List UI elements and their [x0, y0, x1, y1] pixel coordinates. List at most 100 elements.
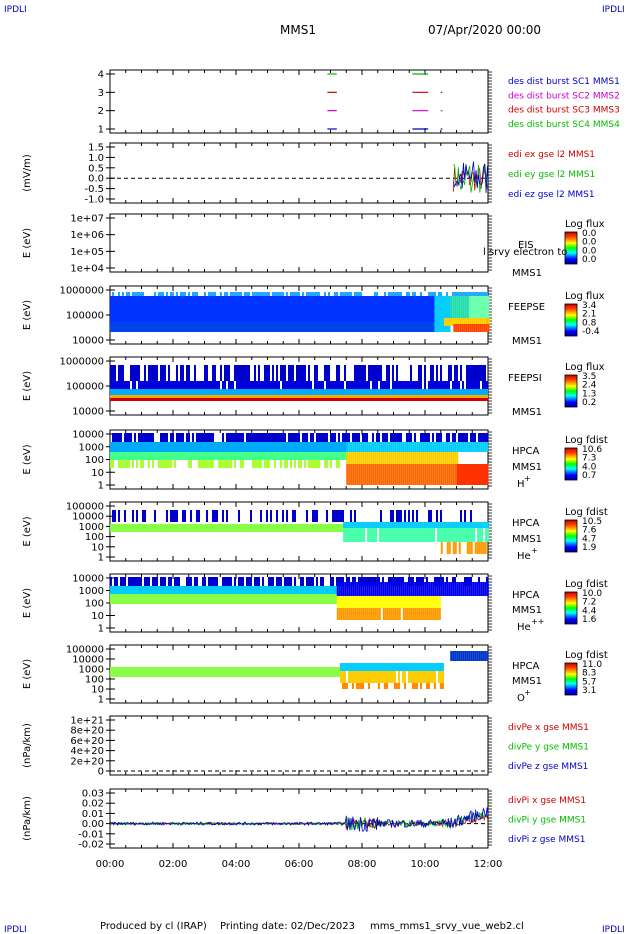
feepse-cell [170, 292, 172, 296]
feepsi-cell [236, 398, 238, 401]
hpca-h-cell [182, 452, 184, 460]
feepse-cell [290, 292, 292, 296]
hpca-h-cell [342, 452, 344, 460]
feepsi-cell [246, 381, 248, 389]
hpca-h-cell [400, 464, 403, 485]
feepsi-cell [322, 381, 324, 389]
feepsi-cell [392, 389, 394, 395]
hpca-h-cell [238, 442, 240, 452]
hpca-he-cell [385, 528, 388, 542]
feepse-cell [356, 322, 358, 332]
hpca-he-cell [250, 510, 252, 522]
hpca-hepp-cell [338, 577, 340, 586]
hpca-h-cell [174, 442, 176, 452]
hpca-hepp-cell [430, 608, 433, 620]
hpca-h-cell [268, 433, 270, 442]
hpca-he-cell [447, 522, 450, 528]
hpca-hepp-cell [224, 586, 226, 594]
feepse-cell [426, 322, 428, 332]
hpca-h-cell [194, 452, 196, 460]
feepsi-cell [446, 395, 448, 398]
eis-colorbar [564, 231, 578, 265]
hpca-hepp-cell [216, 577, 218, 586]
hpca-he-cell [166, 510, 168, 522]
feepse-cell [234, 322, 236, 332]
hpca-o-cell [286, 667, 288, 677]
feepsi-cell [412, 381, 414, 389]
hpca-o-cell [462, 651, 465, 661]
hpca-o-cell [357, 683, 360, 689]
hpca-h-cell [440, 433, 442, 442]
feepsi-cell [474, 365, 476, 381]
hpca-he-cell [212, 524, 214, 532]
hpca-h-colorbar [564, 447, 578, 481]
feepse-cell [336, 322, 338, 332]
hpca-h-ytick-label: 10000 [72, 430, 104, 441]
feepsi-cell [446, 389, 448, 395]
feepsi-cell [272, 381, 274, 389]
hpca-h-cell [284, 452, 286, 460]
hpca-o-cell [383, 671, 386, 683]
hpca-h-cell [404, 442, 407, 452]
hpca-hepp-cell [336, 596, 339, 608]
hpca-he-cell [373, 528, 376, 542]
feepse-cell [268, 322, 270, 332]
hpca-he-cell [266, 524, 268, 532]
feepsi-cell [318, 398, 320, 401]
hpca-h-cell [346, 442, 349, 452]
hpca-he-cell [433, 522, 436, 528]
feepsi-cell [260, 395, 262, 398]
hpca-h-cell [322, 452, 324, 460]
hpca-hepp-cell [356, 582, 359, 596]
hpca-he-cell [132, 524, 134, 532]
feepsi-cell [220, 395, 222, 398]
hpca-o-cell [371, 663, 374, 671]
feepse-cell [296, 322, 298, 332]
hpca-he-cell [367, 528, 370, 542]
feepsi-cell [314, 381, 316, 389]
hpca-hepp-cell [336, 577, 338, 586]
hpca-he-cell [312, 510, 314, 522]
hpca-hepp-cell [456, 582, 459, 596]
feepse-cell [278, 292, 280, 296]
feepsi-cell [184, 395, 186, 398]
hpca-h-cell [308, 442, 310, 452]
feepsi-cell [258, 389, 260, 395]
hpca-h-cell [152, 460, 154, 468]
feepse-cell [452, 292, 454, 296]
hpca-hepp-cell [350, 582, 353, 596]
hpca-hepp-cell [360, 577, 362, 586]
hpca-hepp-colorbar-tick: 4.4 [582, 606, 597, 616]
feepsi-cell [470, 365, 472, 381]
feepsi-cell [310, 381, 312, 389]
hpca-h-cell [370, 452, 373, 464]
hpca-hepp-cell [152, 594, 154, 604]
feepse-cell [473, 296, 476, 318]
feepse-cell [120, 296, 122, 322]
feepsi-cell [248, 381, 250, 389]
hpca-he-cell [256, 524, 258, 532]
hpca-o-cell [212, 667, 214, 677]
feepsi-cell [312, 389, 314, 395]
feepsi-cell [216, 389, 218, 395]
hpca-he-cell [168, 524, 170, 532]
feepsi-cell [298, 395, 300, 398]
hpca-he-cell [413, 528, 416, 542]
feepsi-cell [228, 381, 230, 389]
feepsi-cell [140, 398, 142, 401]
hpca-hepp-cell [258, 594, 260, 604]
hpca-hepp-cell [410, 577, 412, 586]
feepse-cell [134, 296, 136, 322]
feepse-cell [469, 296, 472, 318]
feepse-cell [468, 292, 470, 296]
feepse-cell [234, 296, 236, 322]
hpca-he-instrument: HPCA [512, 518, 540, 529]
hpca-h-cell [236, 442, 238, 452]
feepsi-cell [334, 398, 336, 401]
feepse-cell [274, 292, 276, 296]
feepse-cell [344, 296, 346, 322]
feepsi-cell [336, 389, 338, 395]
hpca-hepp-cell [374, 596, 377, 608]
hpca-hepp-cell [460, 582, 463, 596]
feepse-cell [350, 292, 352, 296]
